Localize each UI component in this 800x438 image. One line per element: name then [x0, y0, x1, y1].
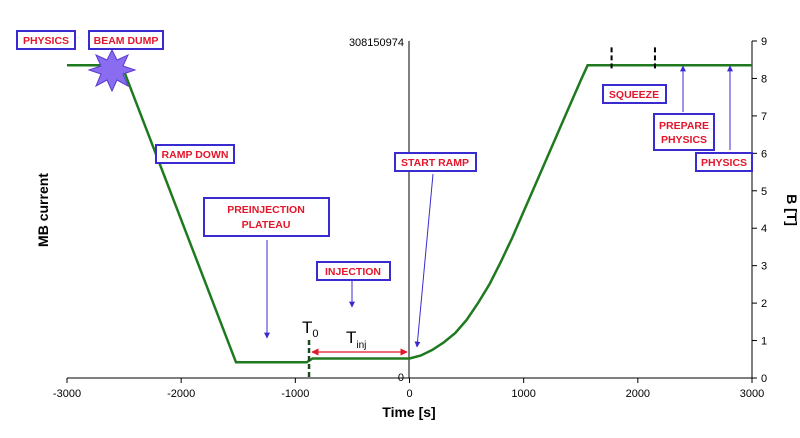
svg-text:PLATEAU: PLATEAU	[242, 219, 291, 231]
annotation-squeeze: SQUEEZE	[602, 84, 667, 104]
annotation-injection: INJECTION	[316, 261, 391, 281]
x-tick-label: -2000	[167, 388, 195, 400]
svg-text:INJECTION: INJECTION	[325, 266, 381, 278]
y-tick-label: 0	[761, 373, 767, 385]
tinj-label: Tinj	[346, 328, 366, 351]
y-tick-label: 2	[761, 298, 767, 310]
annotation-start-ramp: START RAMP	[394, 152, 477, 172]
x-tick-label: 3000	[740, 388, 764, 400]
svg-text:PREINJECTION: PREINJECTION	[227, 204, 305, 216]
svg-text:PHYSICS: PHYSICS	[701, 157, 747, 169]
svg-text:PREPARE: PREPARE	[659, 120, 709, 132]
annotation-physics-start: PHYSICS	[16, 30, 76, 50]
y-tick-label: 6	[761, 148, 767, 160]
x-ticks: -3000 -2000 -1000 0 1000 2000 3000	[53, 378, 764, 400]
top-left-value: 308150974	[349, 37, 404, 49]
series-line	[67, 64, 752, 364]
right-axis-title: B [T]	[784, 194, 800, 226]
svg-text:RAMP DOWN: RAMP DOWN	[162, 149, 229, 161]
x-tick-label: 2000	[626, 388, 650, 400]
y-tick-label: 4	[761, 223, 767, 235]
left-axis-title: MB current	[35, 173, 51, 247]
annotation-ramp-down: RAMP DOWN	[155, 144, 235, 164]
svg-text:PHYSICS: PHYSICS	[661, 134, 707, 146]
svg-text:PHYSICS: PHYSICS	[23, 35, 69, 47]
annotation-prepare-physics: PREPARE PHYSICS	[653, 113, 715, 151]
x-axis-title: Time [s]	[382, 404, 435, 420]
svg-text:BEAM DUMP: BEAM DUMP	[94, 35, 159, 47]
x-tick-label: 1000	[511, 388, 535, 400]
x-tick-label: -3000	[53, 388, 81, 400]
svg-text:SQUEEZE: SQUEEZE	[609, 89, 659, 101]
x-tick-label: -1000	[281, 388, 309, 400]
y-tick-label: 3	[761, 261, 767, 273]
annotation-physics-end: PHYSICS	[695, 152, 753, 172]
y-tick-label: 7	[761, 111, 767, 123]
y-ticks: 0 1 2 3 4 5 6 7 8 9	[752, 36, 767, 385]
svg-text:START RAMP: START RAMP	[401, 157, 469, 169]
y-tick-label: 9	[761, 36, 767, 48]
beam-dump-burst-icon	[87, 48, 137, 93]
annotation-preinjection: PREINJECTION PLATEAU	[203, 197, 330, 237]
squeeze-markers	[610, 47, 656, 72]
x-tick-label: 0	[406, 388, 412, 400]
y-tick-label: 8	[761, 73, 767, 85]
y-tick-label: 5	[761, 186, 767, 198]
axis-zero-label: 0	[398, 372, 404, 384]
annotation-beam-dump: BEAM DUMP	[88, 30, 164, 50]
y-tick-label: 1	[761, 336, 767, 348]
t0-label: T0	[302, 318, 319, 340]
start-ramp-arrow	[414, 173, 434, 348]
